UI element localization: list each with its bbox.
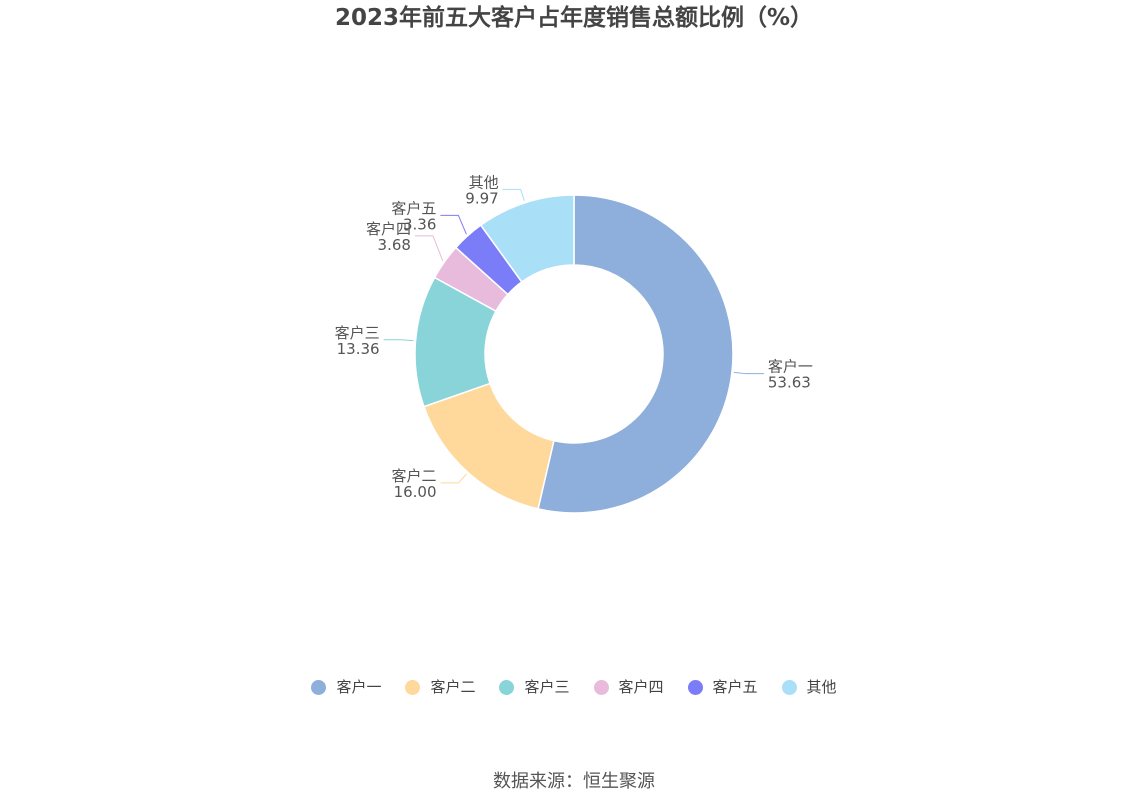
slice-6[interactable] [479,194,575,283]
slice-value-1: 53.63 [768,374,811,392]
leader-line-2 [440,473,467,484]
chart-title: 2023年前五大客户占年度销售总额比例（%） [334,5,814,31]
chart-legend: 客户一 客户二 客户三 客户四 客户五 其他 [0,675,1148,699]
legend-dot-icon [311,679,327,695]
slice-value-2: 16.00 [394,483,437,501]
legend-item-2[interactable]: 客户二 [405,675,475,699]
leader-line-1 [733,371,764,375]
slice-value-5: 3.36 [403,215,436,233]
legend-label: 客户三 [524,678,570,696]
slice-label-3: 客户三 [335,324,380,342]
leader-line-6 [502,188,525,201]
data-source: 数据来源：恒生聚源 [493,771,655,792]
slice-label-5: 客户五 [391,199,436,217]
leader-line-4 [414,235,444,261]
legend-label: 客户一 [336,678,382,696]
slice-label-6: 其他 [469,173,499,191]
slice-1[interactable] [537,194,734,514]
legend-item-4[interactable]: 客户四 [593,675,664,699]
legend-dot-icon [687,679,703,695]
slice-label-1: 客户一 [768,358,813,376]
slice-2[interactable] [423,382,555,510]
slice-label-4: 客户四 [366,220,411,238]
donut-slices [414,194,734,514]
slice-value-3: 13.36 [337,340,380,358]
legend-dot-icon [593,679,609,695]
legend-item-3[interactable]: 客户三 [499,675,570,699]
legend-label: 客户二 [430,678,476,696]
slice-value-6: 9.97 [465,189,498,207]
legend-item-5[interactable]: 客户五 [687,675,758,699]
legend-dot-icon [781,679,797,695]
legend-dot-icon [405,679,421,695]
legend-item-1[interactable]: 客户一 [311,675,381,699]
leader-line-5 [440,214,467,235]
legend-item-6[interactable]: 其他 [781,675,837,699]
legend-dot-icon [499,679,515,695]
slice-value-4: 3.68 [378,236,411,254]
legend-label: 客户五 [712,678,758,696]
legend-label: 客户四 [618,678,664,696]
slice-label-2: 客户二 [392,467,437,485]
legend-label: 其他 [806,678,837,696]
leader-line-3 [383,339,414,342]
